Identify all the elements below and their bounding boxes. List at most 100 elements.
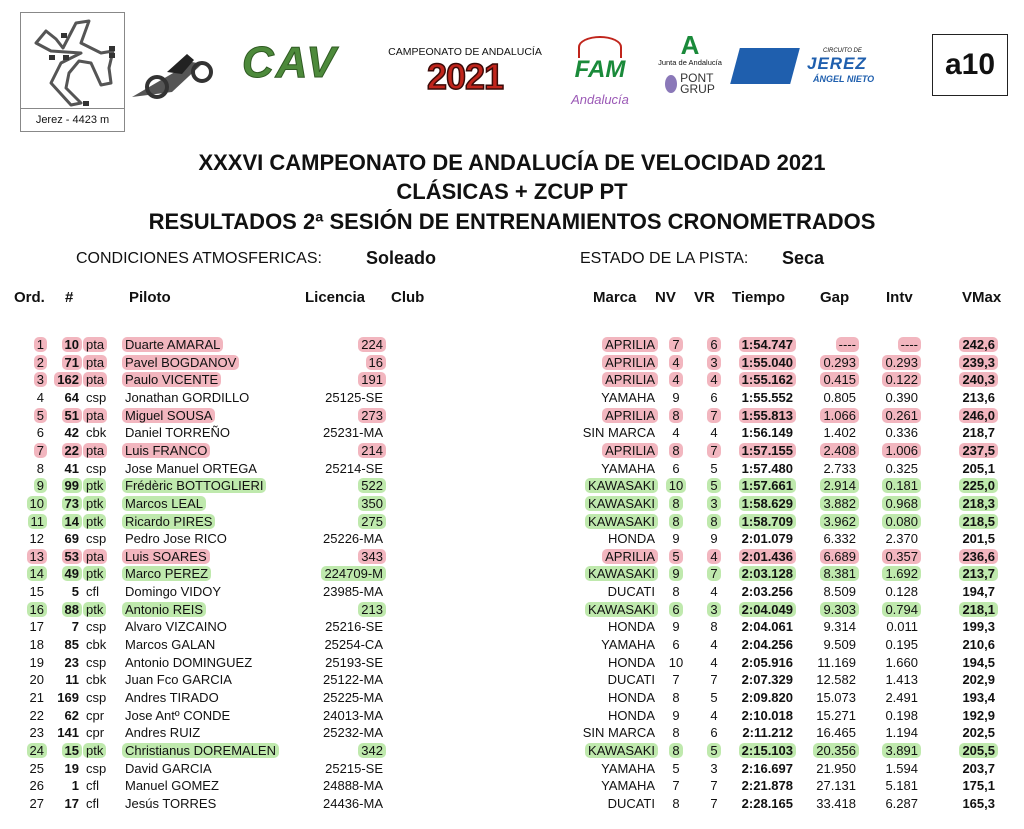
cell-marca: YAMAHA bbox=[598, 761, 658, 777]
gap-value: 1.066 bbox=[820, 407, 859, 423]
num-value: 141 bbox=[57, 725, 79, 741]
gap-value: 33.418 bbox=[816, 795, 856, 811]
cell-licencia: 224709-M bbox=[321, 566, 386, 582]
num-value: 11 bbox=[65, 672, 79, 688]
piloto-value: Miguel SOUSA bbox=[122, 407, 216, 423]
marca-value: HONDA bbox=[608, 707, 655, 723]
cell-cls: pta bbox=[83, 442, 108, 459]
cell-gap: 9.303 bbox=[820, 601, 859, 618]
cls-value: csp bbox=[86, 760, 107, 776]
cell-vmax: 237,5 bbox=[959, 442, 998, 459]
cell-tiempo: 2:04.061 bbox=[739, 619, 796, 635]
cell-vr: 8 bbox=[699, 619, 729, 635]
cell-tiempo: 2:03.256 bbox=[739, 584, 796, 600]
cell-gap: 27.131 bbox=[813, 778, 859, 794]
vr-value: 7 bbox=[710, 672, 718, 688]
cell-num: 64 bbox=[62, 390, 82, 406]
piloto-value: Andres TIRADO bbox=[125, 690, 219, 705]
cell-vmax: 175,1 bbox=[959, 778, 998, 794]
piloto-value: Antonio REIS bbox=[122, 601, 207, 617]
num-value: 64 bbox=[64, 389, 79, 405]
cell-cls: csp bbox=[83, 619, 109, 635]
num-value: 99 bbox=[61, 478, 82, 494]
cell-vr: 4 bbox=[699, 548, 729, 565]
nv-value: 10 bbox=[665, 478, 687, 494]
cell-nv: 7 bbox=[661, 778, 691, 794]
num-value: 49 bbox=[61, 566, 82, 582]
cell-num: 62 bbox=[62, 708, 82, 724]
num-value: 53 bbox=[61, 548, 82, 564]
nv-value: 8 bbox=[672, 795, 680, 811]
piloto-value: David GARCIA bbox=[125, 760, 212, 776]
nv-value: 8 bbox=[669, 495, 683, 511]
intv-value: 3.891 bbox=[882, 742, 921, 758]
cell-marca: APRILIA bbox=[602, 337, 658, 353]
cell-nv: 8 bbox=[661, 742, 691, 759]
cell-licencia: 24013-MA bbox=[320, 708, 386, 724]
cell-ord: 12 bbox=[27, 531, 47, 547]
marca-value: KAWASAKI bbox=[585, 495, 658, 511]
gap-value: 12.582 bbox=[816, 672, 856, 688]
cell-ord: 9 bbox=[33, 478, 47, 494]
cell-piloto: Jonathan GORDILLO bbox=[122, 390, 252, 406]
cell-licencia: 24888-MA bbox=[320, 778, 386, 794]
piloto-value: Jonathan GORDILLO bbox=[125, 389, 250, 405]
cell-cls: ptk bbox=[83, 742, 107, 759]
cell-tiempo: 1:57.155 bbox=[738, 442, 796, 459]
marca-value: KAWASAKI bbox=[585, 566, 658, 582]
cell-ord: 17 bbox=[27, 619, 47, 635]
cell-vmax: 218,3 bbox=[959, 495, 998, 512]
cell-gap: 0.415 bbox=[820, 372, 859, 388]
ord-value: 24 bbox=[26, 742, 47, 758]
cell-intv: 1.006 bbox=[882, 442, 921, 459]
table-row: 16 88 ptk Antonio REIS 213 KAWASAKI 6 3 2:04.049… bbox=[0, 601, 1024, 619]
marca-value: DUCATI bbox=[607, 584, 655, 600]
cls-value: pta bbox=[83, 407, 108, 423]
nv-value: 5 bbox=[672, 760, 680, 776]
tiempo-value: 2:04.049 bbox=[738, 601, 796, 617]
cls-value: pta bbox=[83, 442, 108, 458]
cell-marca: HONDA bbox=[605, 619, 658, 635]
licencia-value: 25254-CA bbox=[324, 637, 383, 653]
marca-value: YAMAHA bbox=[601, 460, 655, 476]
cell-ord: 3 bbox=[33, 372, 47, 388]
licencia-value: 25214-SE bbox=[325, 460, 383, 476]
cell-gap: 8.509 bbox=[820, 584, 859, 600]
cell-marca: APRILIA bbox=[602, 442, 658, 459]
piloto-value: Manuel GOMEZ bbox=[125, 778, 219, 794]
cell-num: 41 bbox=[62, 461, 82, 477]
cell-vr: 7 bbox=[699, 796, 729, 812]
vr-value: 7 bbox=[707, 407, 721, 423]
licencia-value: 273 bbox=[358, 407, 386, 423]
cls-value: csp bbox=[86, 389, 107, 405]
cell-marca: DUCATI bbox=[605, 672, 658, 688]
cell-marca: HONDA bbox=[605, 708, 658, 724]
cell-gap: 9.509 bbox=[820, 637, 859, 653]
drop-icon bbox=[665, 75, 678, 93]
cell-nv: 4 bbox=[661, 425, 691, 441]
num-value: 85 bbox=[64, 637, 79, 653]
licencia-value: 191 bbox=[358, 372, 386, 388]
vmax-value: 218,1 bbox=[959, 601, 998, 617]
vr-value: 7 bbox=[707, 442, 721, 458]
cls-value: pta bbox=[83, 372, 108, 388]
table-row: 1 10 pta Duarte AMARAL 224 APRILIA 7 6 1:54.747 -… bbox=[0, 337, 1024, 354]
vr-value: 7 bbox=[710, 795, 718, 811]
vmax-value: 210,6 bbox=[962, 637, 995, 653]
num-value: 62 bbox=[64, 707, 79, 723]
cell-num: 99 bbox=[61, 478, 82, 494]
licencia-value: 522 bbox=[358, 478, 386, 494]
cell-gap: 6.689 bbox=[820, 548, 859, 565]
tiempo-value: 2:05.916 bbox=[741, 654, 793, 670]
cell-nv: 9 bbox=[661, 708, 691, 724]
cell-vr: 9 bbox=[699, 531, 729, 547]
marca-value: KAWASAKI bbox=[585, 601, 658, 617]
cell-ord: 6 bbox=[34, 425, 47, 441]
cell-cls: cbk bbox=[83, 425, 109, 441]
cell-intv: 0.198 bbox=[882, 708, 921, 724]
jerez-logo: CIRCUITO DE JEREZ ÁNGEL NIETO bbox=[730, 48, 880, 86]
cell-licencia: 25122-MA bbox=[320, 672, 386, 688]
cell-vmax: 199,3 bbox=[959, 619, 998, 635]
vr-value: 5 bbox=[707, 742, 721, 758]
cell-tiempo: 1:55.813 bbox=[738, 407, 796, 424]
